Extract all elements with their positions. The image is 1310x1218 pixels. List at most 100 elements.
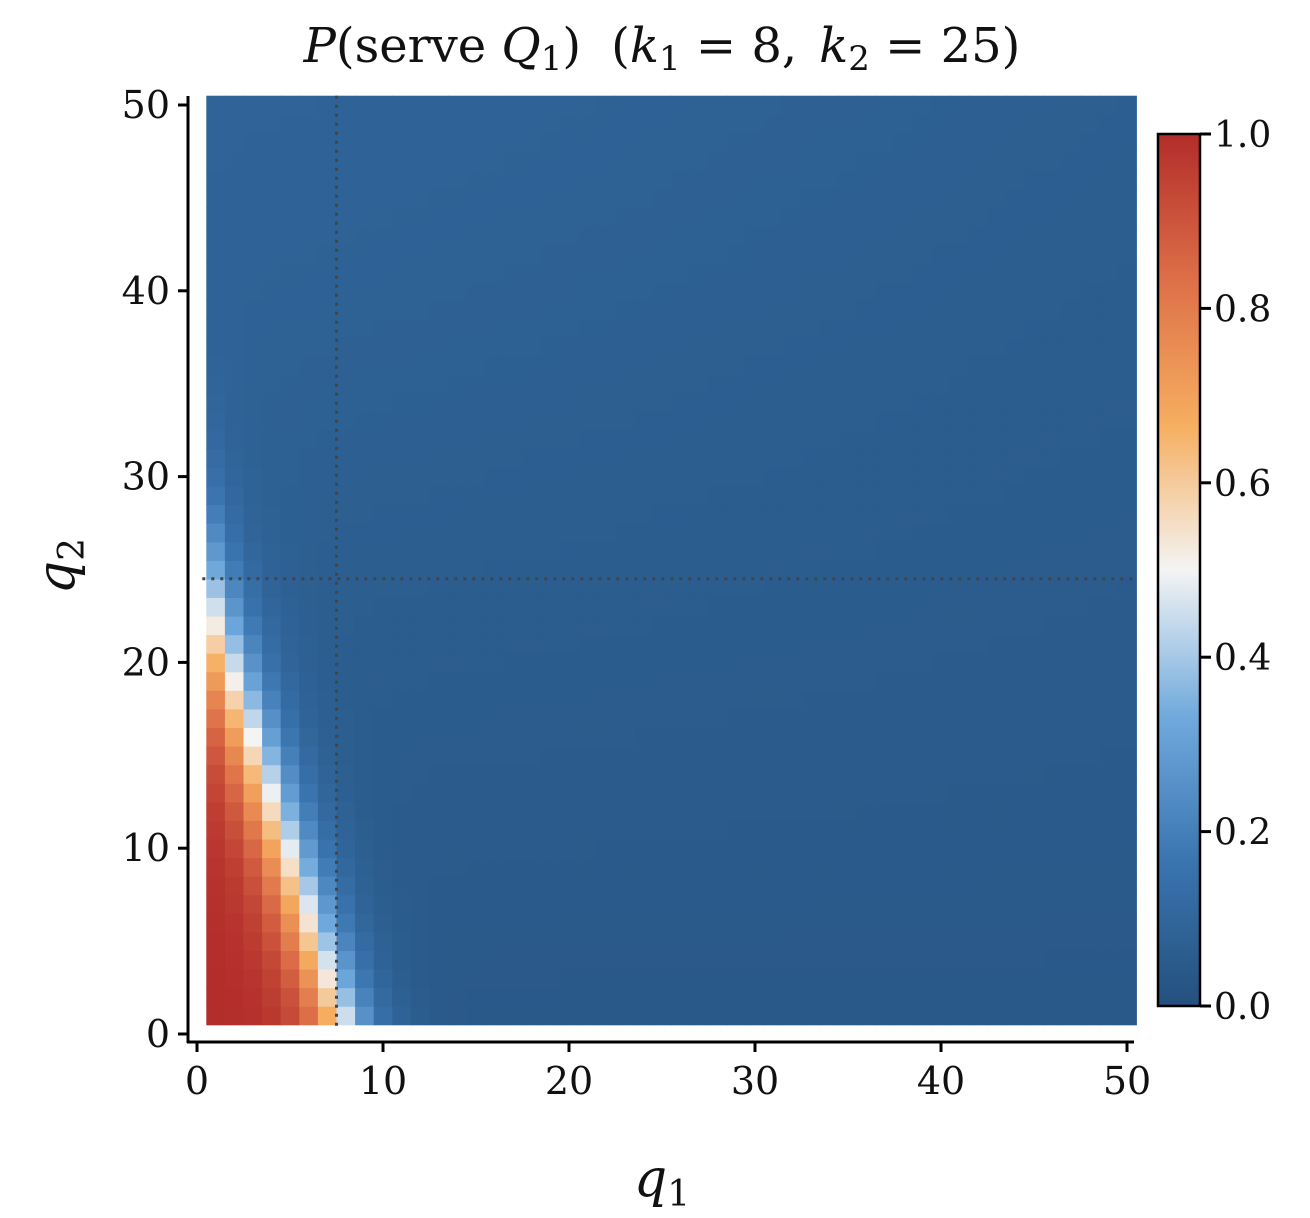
heatmap-cell — [931, 838, 951, 859]
heatmap-cell — [913, 114, 933, 134]
heatmap-cell — [950, 411, 970, 431]
heatmap-cell — [634, 746, 654, 766]
heatmap-cell — [541, 931, 561, 951]
heatmap-cell — [689, 727, 710, 747]
heatmap-cell — [485, 801, 505, 821]
heatmap-cell — [503, 374, 524, 394]
heatmap-cell — [801, 913, 821, 933]
heatmap-cell — [745, 207, 765, 227]
heatmap-cell — [764, 411, 784, 431]
heatmap-cell — [503, 968, 524, 989]
heatmap-cell — [410, 560, 431, 580]
heatmap-cell — [1024, 615, 1044, 636]
heatmap-cell — [727, 857, 747, 877]
heatmap-cell — [1043, 244, 1063, 264]
heatmap-cell — [1006, 597, 1026, 617]
heatmap-cell — [950, 820, 970, 840]
heatmap-cell — [596, 987, 617, 1007]
heatmap-cell — [299, 913, 319, 933]
heatmap-cell — [206, 485, 226, 506]
heatmap-cell — [559, 374, 579, 394]
heatmap-cell — [559, 430, 579, 450]
heatmap-cell — [485, 300, 505, 320]
heatmap-cell — [968, 764, 989, 784]
heatmap-cell — [280, 262, 300, 283]
heatmap-cell — [708, 560, 728, 580]
heatmap-cell — [689, 783, 710, 803]
heatmap-cell — [206, 318, 226, 338]
heatmap-cell — [355, 820, 375, 840]
heatmap-cell — [615, 1006, 635, 1026]
heatmap-cell — [615, 634, 635, 654]
heatmap-cell — [838, 857, 858, 877]
heatmap-cell — [280, 764, 300, 784]
heatmap-cell — [1117, 820, 1137, 840]
heatmap-cell — [317, 950, 338, 970]
heatmap-cell — [857, 411, 877, 431]
heatmap-cell — [857, 820, 877, 840]
heatmap-cell — [429, 485, 449, 506]
heatmap-cell — [950, 950, 970, 970]
heatmap-cell — [1080, 653, 1100, 673]
heatmap-cell — [1099, 541, 1119, 561]
heatmap-cell — [1080, 671, 1100, 691]
heatmap-cell — [708, 968, 728, 989]
heatmap-cell — [485, 170, 505, 190]
heatmap-cell — [243, 541, 263, 561]
heatmap-cell — [820, 1006, 840, 1026]
heatmap-cell — [1043, 764, 1063, 784]
heatmap-cell — [931, 968, 951, 989]
heatmap-cell — [1080, 1006, 1100, 1026]
heatmap-cell — [448, 653, 468, 673]
heatmap-cell — [968, 578, 989, 598]
heatmap-cell — [671, 727, 691, 747]
heatmap-cell — [1024, 690, 1044, 710]
heatmap-cell — [745, 300, 765, 320]
heatmap-cell — [541, 671, 561, 691]
heatmap-cell — [875, 708, 896, 729]
heatmap-cell — [224, 392, 245, 413]
heatmap-cell — [652, 578, 672, 598]
heatmap-cell — [317, 653, 338, 673]
heatmap-cell — [727, 300, 747, 320]
heatmap-cell — [857, 95, 877, 115]
heatmap-cell — [578, 244, 598, 264]
heatmap-cell — [485, 838, 505, 859]
heatmap-cell — [764, 764, 784, 784]
heatmap-cell — [857, 894, 877, 914]
heatmap-cell — [708, 801, 728, 821]
heatmap-cell — [950, 838, 970, 859]
heatmap-cell — [1061, 411, 1082, 431]
heatmap-cell — [224, 764, 245, 784]
heatmap-cell — [652, 523, 672, 543]
heatmap-cell — [336, 671, 356, 691]
heatmap-cell — [913, 467, 933, 487]
heatmap-cell — [820, 374, 840, 394]
heatmap-cell — [466, 523, 486, 543]
heatmap-cell — [1061, 968, 1082, 989]
heatmap-cell — [410, 764, 431, 784]
heatmap-cell — [541, 578, 561, 598]
heatmap-cell — [689, 207, 710, 227]
heatmap-cell — [820, 615, 840, 636]
heatmap-cell — [503, 300, 524, 320]
heatmap-cell — [559, 523, 579, 543]
heatmap-cell — [689, 541, 710, 561]
heatmap-cell — [1006, 337, 1026, 357]
heatmap-cell — [1080, 188, 1100, 208]
heatmap-cell — [652, 541, 672, 561]
heatmap-cell — [634, 430, 654, 450]
heatmap-cell — [299, 653, 319, 673]
heatmap-cell — [262, 337, 282, 357]
heatmap-cell — [875, 132, 896, 153]
heatmap-cell — [782, 448, 803, 468]
title-p: P — [303, 18, 337, 74]
heatmap-cell — [1006, 838, 1026, 859]
heatmap-cell — [801, 504, 821, 524]
heatmap-cell — [280, 281, 300, 301]
heatmap-cell — [894, 690, 914, 710]
heatmap-cell — [745, 597, 765, 617]
heatmap-cell — [1006, 913, 1026, 933]
heatmap-cell — [764, 746, 784, 766]
heatmap-cell — [838, 783, 858, 803]
